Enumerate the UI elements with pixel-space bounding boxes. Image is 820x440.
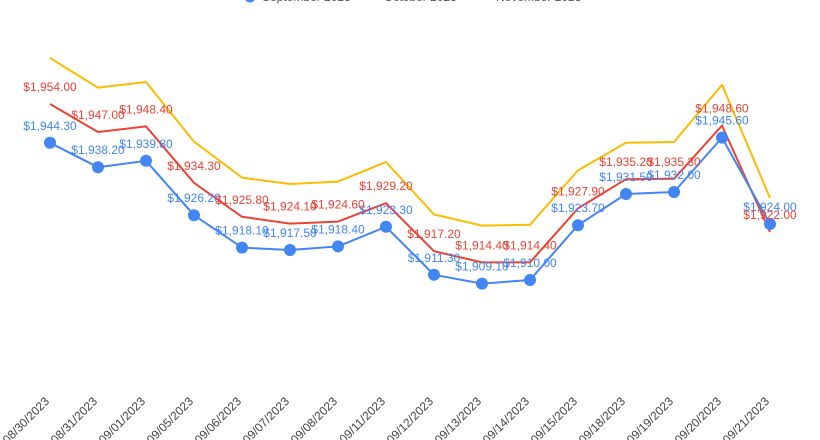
data-point-september-2023[interactable] xyxy=(620,188,632,200)
series-line-september-2023 xyxy=(49,136,771,285)
data-label-october-2023: $1,954.00 xyxy=(23,80,77,94)
data-label-october-2023: $1,935.30 xyxy=(647,155,701,169)
data-label-september-2023: $1,945.60 xyxy=(695,114,749,128)
x-axis-tick-labels: 08/30/202308/31/202309/01/202309/05/2023… xyxy=(0,394,772,440)
data-label-september-2023: $1,931.50 xyxy=(599,170,653,184)
data-point-september-2023[interactable] xyxy=(236,241,248,254)
data-point-september-2023[interactable] xyxy=(92,161,104,174)
data-label-september-2023: $1,917.50 xyxy=(263,226,317,240)
series-lines xyxy=(49,57,771,285)
data-point-september-2023[interactable] xyxy=(716,131,728,144)
data-point-september-2023[interactable] xyxy=(476,277,488,290)
x-tick-label: 09/01/2023 xyxy=(96,394,149,440)
data-label-september-2023: $1,944.30 xyxy=(23,119,77,133)
data-label-october-2023: $1,935.20 xyxy=(599,155,653,169)
legend-item-november-2023[interactable]: November 2023 xyxy=(478,0,582,4)
data-label-september-2023: $1,939.80 xyxy=(119,137,173,151)
series-line-october-2023 xyxy=(49,103,771,264)
data-label-october-2023: $1,927.90 xyxy=(551,184,605,198)
data-label-october-2023: $1,914.40 xyxy=(503,238,557,252)
series-line-november-2023 xyxy=(49,57,771,227)
legend-label: September 2023 xyxy=(262,0,351,4)
data-label-october-2023: $1,917.20 xyxy=(407,227,461,241)
x-tick-label: 09/05/2023 xyxy=(144,394,197,440)
data-label-october-2023: $1,925.80 xyxy=(215,193,269,207)
data-label-september-2023: $1,918.10 xyxy=(215,224,269,238)
data-label-september-2023: $1,932.00 xyxy=(647,168,701,182)
x-tick-label: 09/18/2023 xyxy=(576,394,629,440)
data-point-september-2023[interactable] xyxy=(524,274,536,286)
data-point-september-2023[interactable] xyxy=(572,219,584,232)
x-tick-label: 09/12/2023 xyxy=(384,394,437,440)
x-tick-label: 09/20/2023 xyxy=(672,394,725,440)
legend-label: October 2023 xyxy=(384,0,457,4)
data-point-september-2023[interactable] xyxy=(284,244,296,256)
data-label-october-2023: $1,922.00 xyxy=(743,208,797,222)
data-label-september-2023: $1,924.00 xyxy=(743,200,797,214)
data-label-september-2023: $1,938.20 xyxy=(71,143,125,157)
legend: September 2023 October 2023 November 2023 xyxy=(245,0,582,4)
data-label-october-2023: $1,929.20 xyxy=(359,179,413,193)
data-label-september-2023: $1,923.70 xyxy=(551,201,605,215)
legend-item-september-2023[interactable]: September 2023 xyxy=(245,0,352,4)
data-label-october-2023: $1,924.10 xyxy=(263,200,317,214)
x-tick-label: 09/11/2023 xyxy=(336,394,388,440)
data-point-september-2023[interactable] xyxy=(668,186,680,198)
x-tick-label: 09/06/2023 xyxy=(192,394,245,440)
data-label-september-2023: $1,910.00 xyxy=(503,256,557,270)
data-label-october-2023: $1,914.40 xyxy=(455,238,509,252)
data-label-september-2023: $1,918.40 xyxy=(311,222,365,236)
x-tick-label: 09/08/2023 xyxy=(288,394,341,440)
data-point-september-2023[interactable] xyxy=(764,218,776,230)
series-markers xyxy=(44,131,776,290)
data-point-september-2023[interactable] xyxy=(332,240,344,253)
x-tick-label: 09/15/2023 xyxy=(528,394,581,440)
x-tick-label: 08/31/2023 xyxy=(48,394,101,440)
data-label-september-2023: $1,911.30 xyxy=(408,251,461,265)
x-tick-label: 09/19/2023 xyxy=(624,394,677,440)
data-point-september-2023[interactable] xyxy=(380,220,392,233)
x-tick-label: 09/21/2023 xyxy=(720,394,773,440)
data-label-september-2023: $1,923.30 xyxy=(359,203,413,217)
legend-swatch xyxy=(245,0,255,3)
x-tick-label: 08/30/2023 xyxy=(0,394,52,440)
data-label-september-2023: $1,909.10 xyxy=(455,260,509,274)
legend-item-october-2023[interactable]: October 2023 xyxy=(366,0,457,4)
data-labels: $1,944.30$1,938.20$1,939.80$1,926.20$1,9… xyxy=(23,80,797,274)
data-point-september-2023[interactable] xyxy=(44,136,56,149)
data-label-october-2023: $1,934.30 xyxy=(167,159,221,173)
data-label-october-2023: $1,947.00 xyxy=(71,108,125,122)
x-tick-label: 09/14/2023 xyxy=(480,394,533,440)
data-label-october-2023: $1,948.60 xyxy=(695,102,749,116)
data-point-september-2023[interactable] xyxy=(188,209,200,222)
data-point-september-2023[interactable] xyxy=(428,268,440,281)
x-tick-label: 09/07/2023 xyxy=(240,394,293,440)
data-label-september-2023: $1,926.20 xyxy=(167,191,221,205)
x-tick-label: 09/13/2023 xyxy=(432,394,485,440)
data-label-october-2023: $1,924.60 xyxy=(311,198,365,212)
data-point-september-2023[interactable] xyxy=(140,154,152,167)
legend-label: November 2023 xyxy=(496,0,582,4)
data-label-october-2023: $1,948.40 xyxy=(119,102,173,116)
